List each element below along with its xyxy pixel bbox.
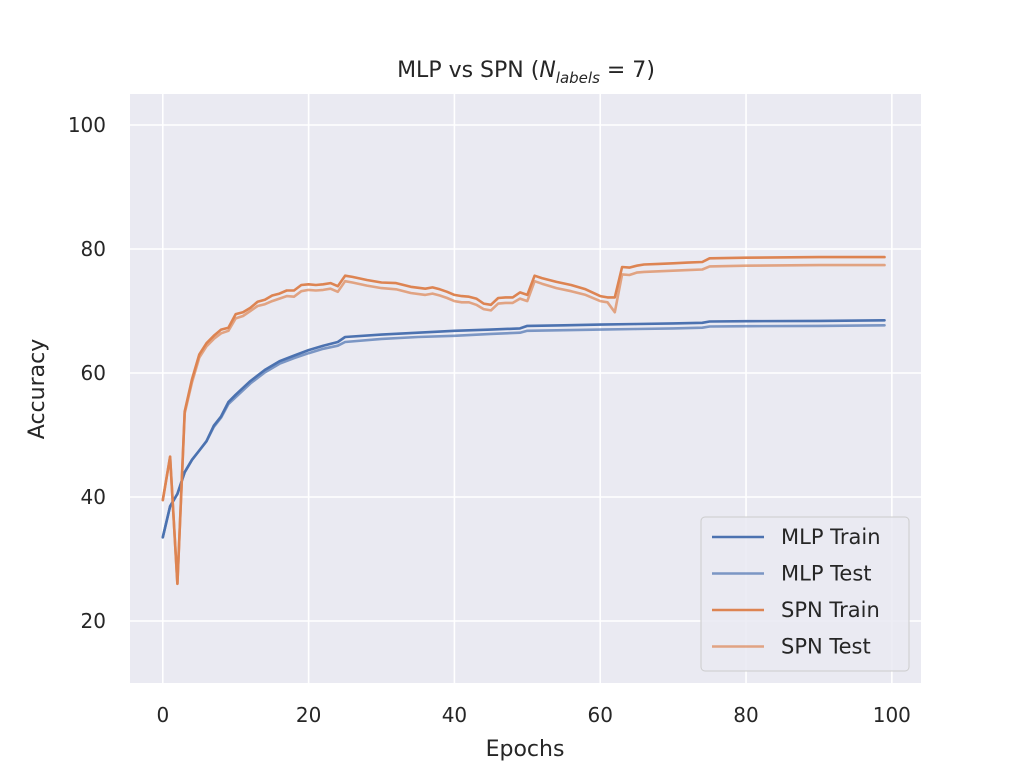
legend-box [700, 516, 910, 672]
chart-title-math-symbol: N [539, 58, 555, 83]
y-tick-label: 20 [81, 609, 106, 633]
legend-label: MLP Train [781, 525, 881, 549]
series-line-spn-train [161, 255, 886, 586]
chart-title: MLP vs SPN (Nlabels = 7) [397, 58, 655, 87]
x-tick-label: 20 [296, 703, 321, 727]
x-tick-labels: 0 20 40 60 80 100 [156, 703, 910, 727]
y-tick-label: 60 [81, 361, 106, 385]
series-line-mlp-test [161, 323, 886, 539]
x-tick-label: 40 [442, 703, 467, 727]
series-lines [161, 255, 886, 586]
y-tick-label: 100 [68, 113, 106, 137]
legend-label: MLP Test [781, 562, 872, 586]
chart-title-prefix: MLP vs SPN ( [397, 58, 539, 83]
y-tick-label: 40 [81, 485, 106, 509]
x-tick-label: 60 [587, 703, 612, 727]
x-tick-label: 100 [873, 703, 911, 727]
x-axis-label: Epochs [486, 737, 565, 762]
legend: MLP Train MLP Test SPN Train SPN Test [700, 516, 910, 672]
chart-title-suffix: ) [646, 58, 655, 83]
legend-label: SPN Train [781, 598, 880, 622]
y-tick-labels: 20 40 60 80 100 [68, 113, 106, 633]
legend-label: SPN Test [781, 635, 871, 659]
y-tick-label: 80 [81, 237, 106, 261]
y-axis-label: Accuracy [25, 339, 50, 439]
chart-title-math-subscript: labels [556, 69, 600, 87]
chart-title-math-rest: = 7 [600, 58, 646, 83]
x-tick-label: 80 [733, 703, 758, 727]
x-tick-label: 0 [156, 703, 169, 727]
series-line-spn-test [161, 263, 886, 586]
